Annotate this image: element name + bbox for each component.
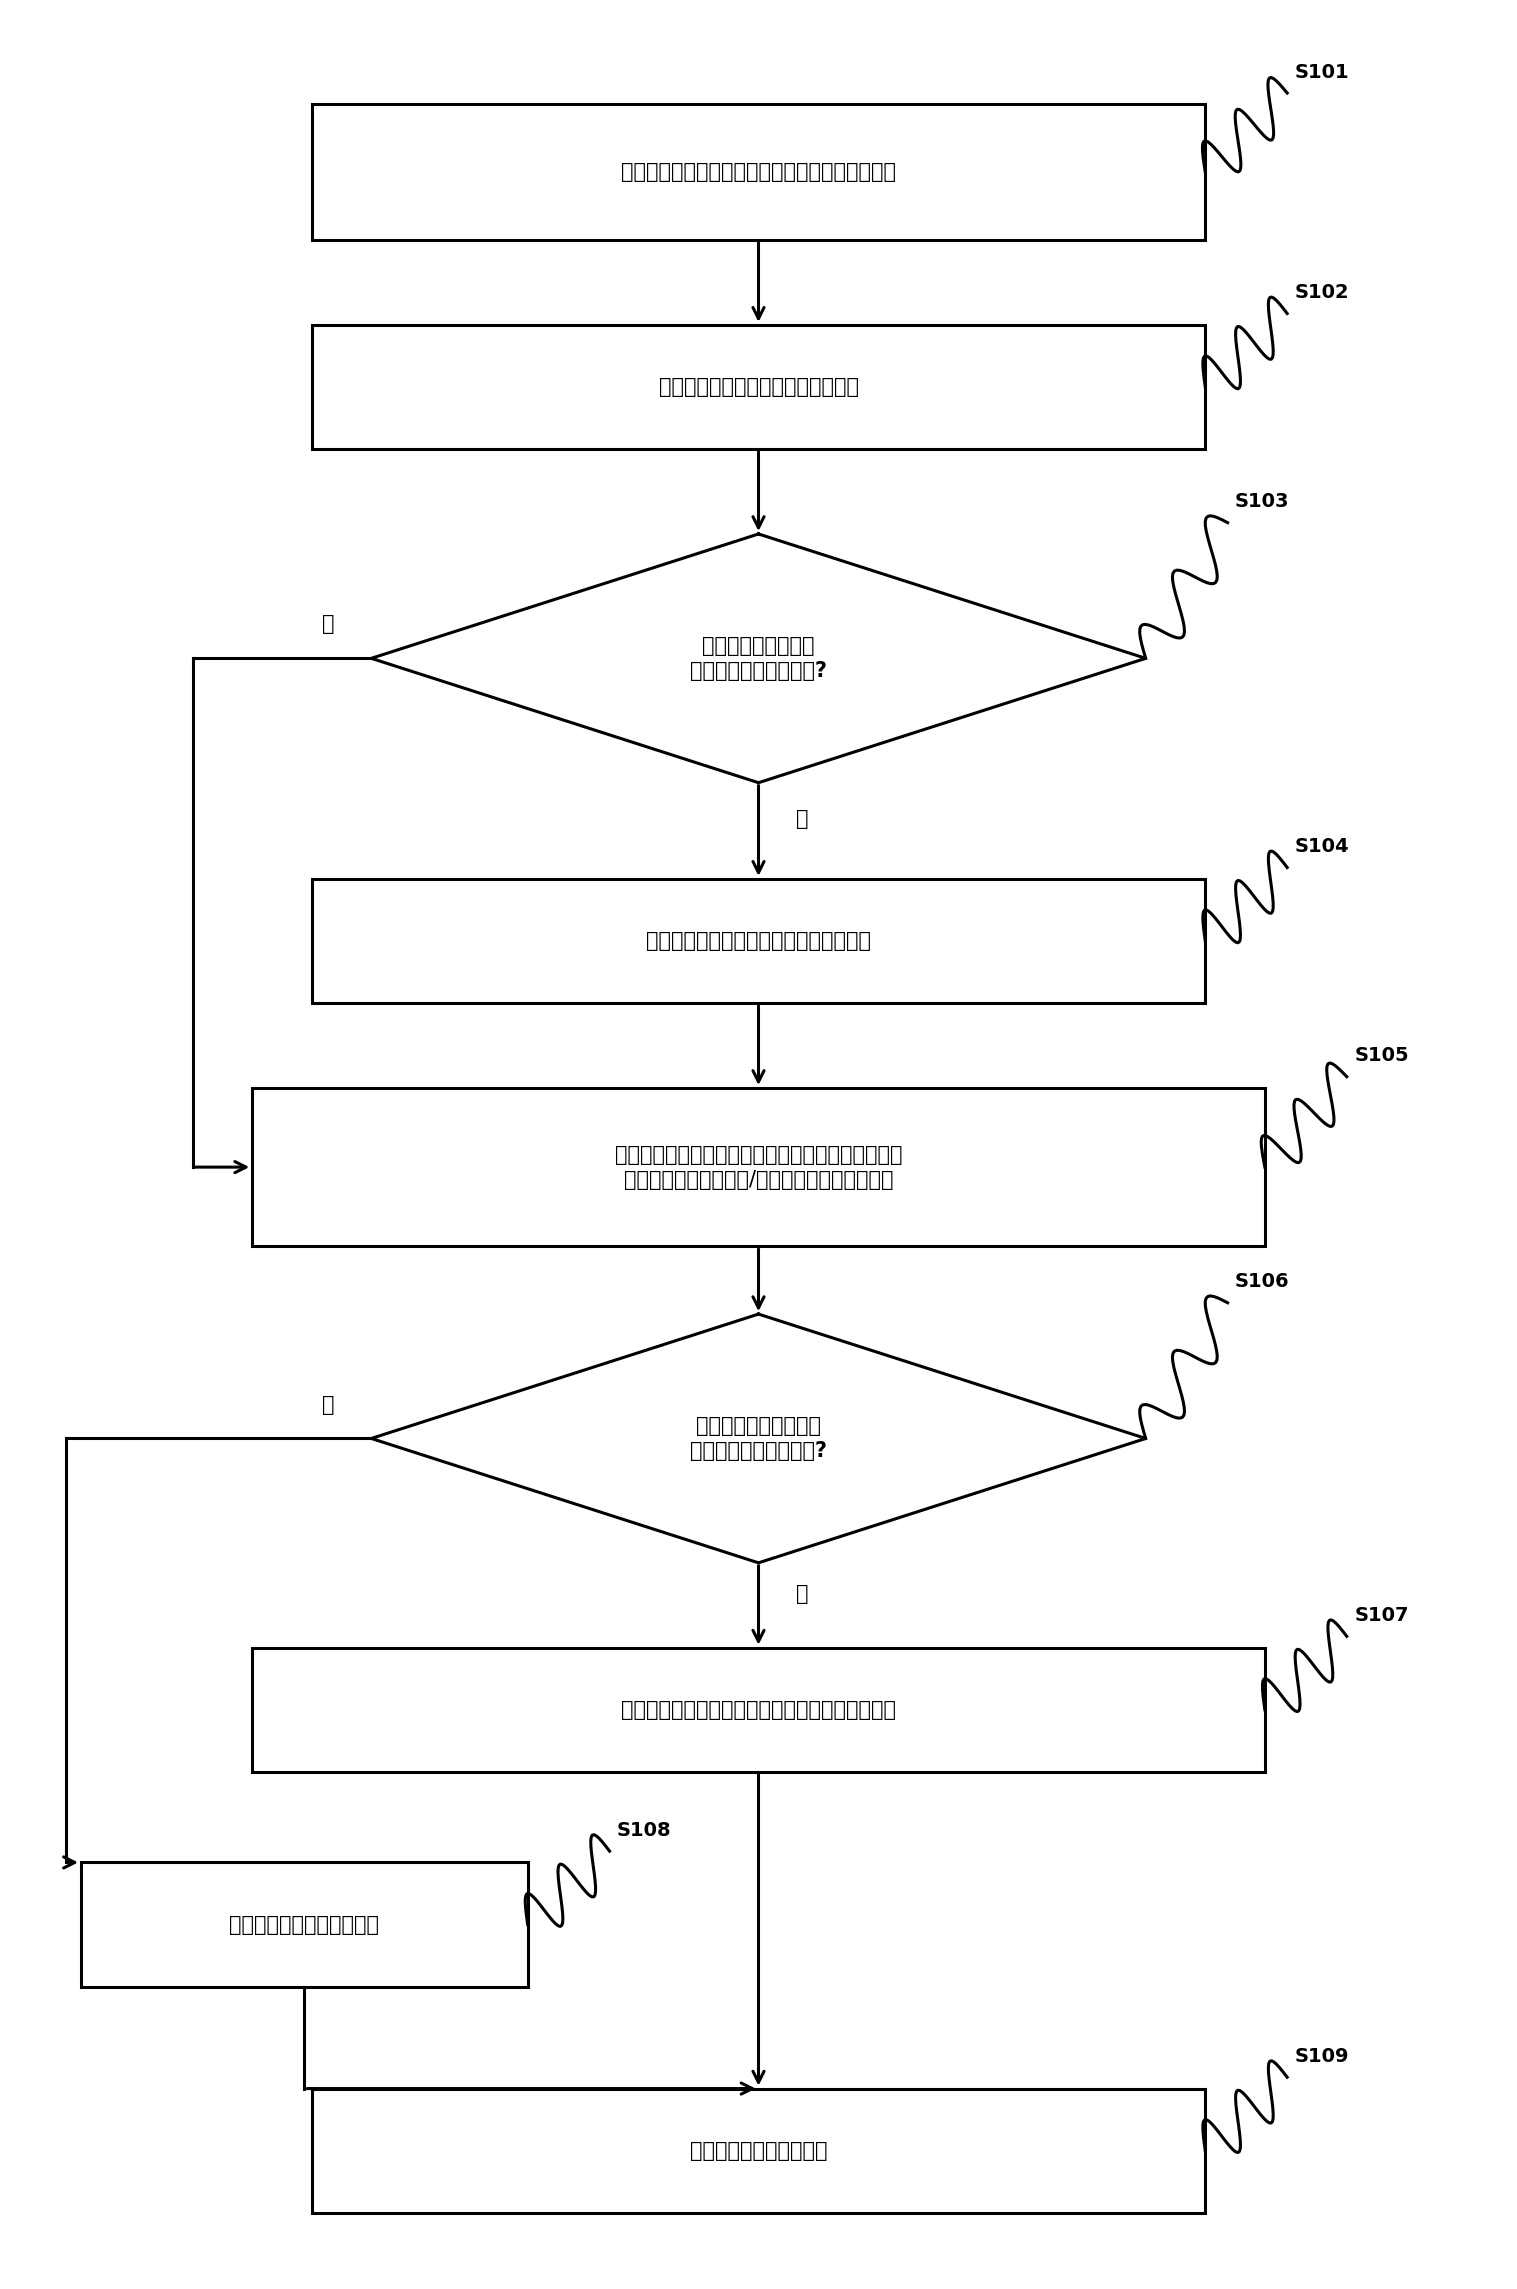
Bar [311, 879, 1206, 1003]
Text: 计算标点外接矩形的宽度和横向位置: 计算标点外接矩形的宽度和横向位置 [658, 378, 859, 396]
Text: 外接矩形宽度大于或
等于整体区域预期宽度?: 外接矩形宽度大于或 等于整体区域预期宽度? [690, 636, 827, 680]
Text: S103: S103 [1235, 492, 1289, 510]
Text: 将整体区域的预期宽度与外接矩形宽度的差值的二分
之一，作为外接矩形左/右侧空白区域的预期宽度: 将整体区域的预期宽度与外接矩形宽度的差值的二分 之一，作为外接矩形左/右侧空白区… [614, 1144, 903, 1190]
Bar [252, 1648, 1265, 1772]
Text: 调整右侧空白区域的宽度: 调整右侧空白区域的宽度 [690, 2140, 827, 2161]
Text: 否: 否 [322, 613, 334, 634]
Bar [252, 1087, 1265, 1245]
Text: 左侧空白区域宽度大于
左侧空白区域预期宽度?: 左侧空白区域宽度大于 左侧空白区域预期宽度? [690, 1417, 827, 1460]
Bar [80, 1863, 528, 1987]
Text: 保持左侧空白区域宽度不变: 保持左侧空白区域宽度不变 [229, 1914, 379, 1934]
Text: 是: 是 [796, 810, 809, 829]
Text: 预先设置标点占用的整体区域被压缩后的预期宽度: 预先设置标点占用的整体区域被压缩后的预期宽度 [620, 163, 897, 183]
Bar [311, 105, 1206, 240]
Bar [311, 325, 1206, 449]
Bar [311, 2088, 1206, 2213]
Polygon shape [372, 1314, 1145, 1563]
Text: S102: S102 [1294, 284, 1349, 302]
Text: S107: S107 [1355, 1607, 1409, 1625]
Text: S104: S104 [1294, 838, 1349, 856]
Text: 将整体区域的宽度调整为外接矩形的宽度: 将整体区域的宽度调整为外接矩形的宽度 [646, 932, 871, 950]
Polygon shape [372, 533, 1145, 783]
Text: S106: S106 [1235, 1273, 1289, 1291]
Text: S109: S109 [1294, 2046, 1349, 2067]
Text: S105: S105 [1355, 1046, 1409, 1064]
Text: 是: 是 [796, 1584, 809, 1605]
Text: S108: S108 [617, 1820, 672, 1840]
Text: S101: S101 [1294, 62, 1349, 82]
Text: 将左侧空白区域宽度调整为左侧空白区域预期宽度: 将左侧空白区域宽度调整为左侧空白区域预期宽度 [620, 1701, 897, 1719]
Text: 否: 否 [322, 1394, 334, 1415]
